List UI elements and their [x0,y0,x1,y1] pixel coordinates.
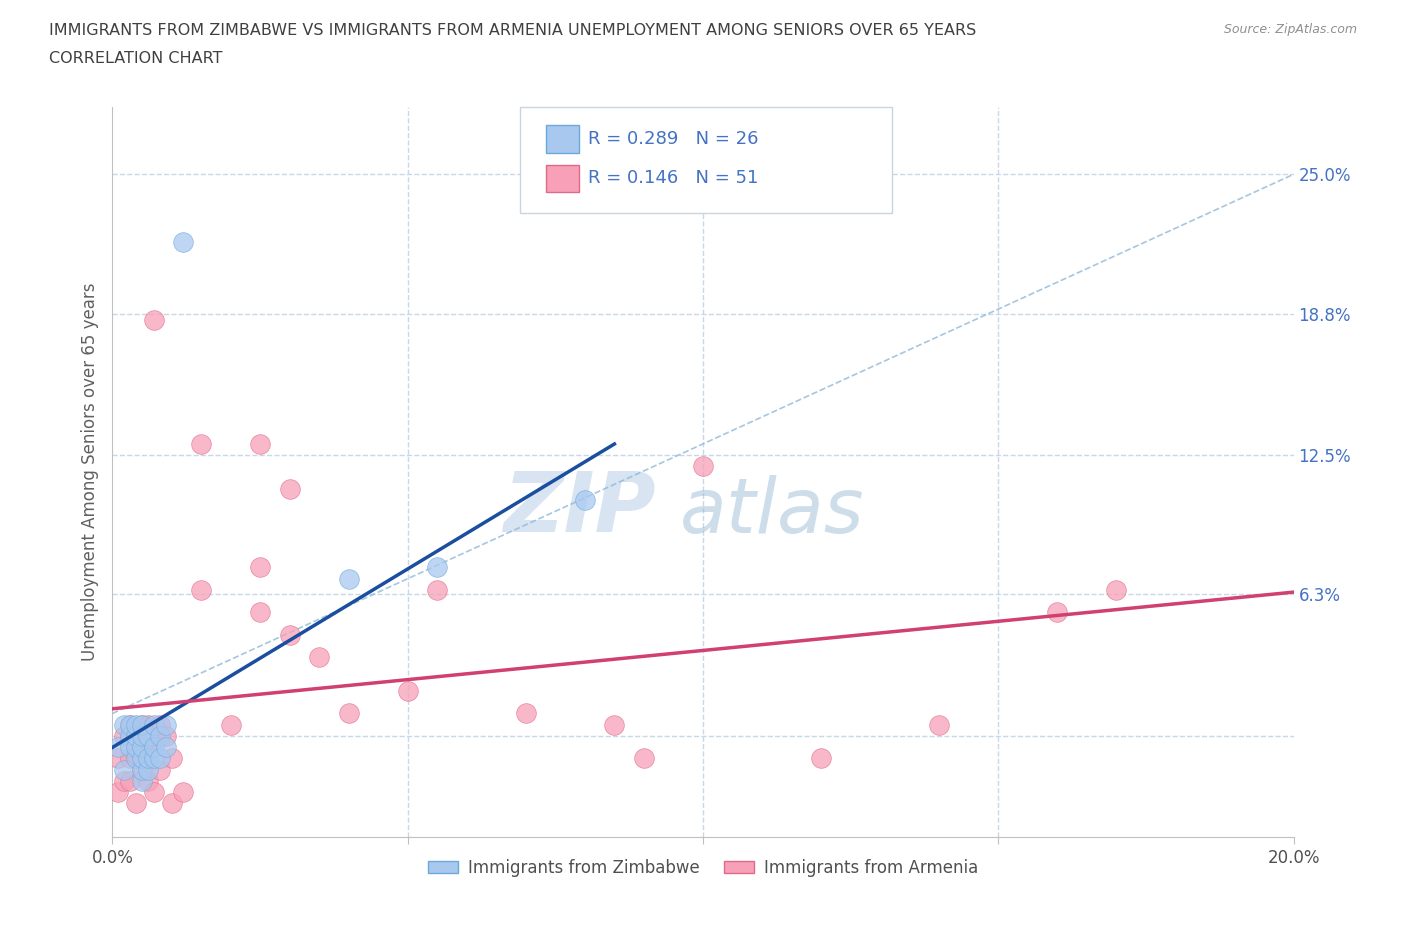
Point [136,728,159,743]
Point [928,717,950,732]
Point [136,751,159,765]
Point [574,493,596,508]
Text: R = 0.146   N = 51: R = 0.146 N = 51 [589,169,759,188]
Point [337,571,360,586]
Point [278,482,301,497]
Point [142,751,165,765]
Point [149,763,172,777]
Point [120,774,142,789]
Point [142,312,165,327]
Point [142,739,165,754]
Text: atlas: atlas [679,475,863,549]
Point [120,717,142,732]
Point [131,728,153,743]
Point [337,706,360,721]
Point [149,751,172,765]
Point [633,751,655,765]
Point [107,739,129,754]
Point [125,739,148,754]
Point [107,751,129,765]
Point [131,751,153,765]
Text: R = 0.289   N = 26: R = 0.289 N = 26 [589,130,759,148]
Point [120,717,142,732]
Point [249,436,271,451]
Point [810,751,832,765]
Point [136,774,159,789]
Bar [546,165,579,193]
Point [142,728,165,743]
Point [308,650,330,665]
Text: Source: ZipAtlas.com: Source: ZipAtlas.com [1223,23,1357,36]
Point [190,582,212,597]
Point [155,717,177,732]
Point [155,739,177,754]
Point [125,751,148,765]
Point [125,747,148,762]
Text: CORRELATION CHART: CORRELATION CHART [49,51,222,66]
Point [131,763,153,777]
Point [142,717,165,732]
Point [603,717,626,732]
Point [160,796,183,811]
Point [1105,582,1128,597]
Point [112,774,135,789]
Point [249,604,271,619]
Point [1046,604,1069,619]
Point [125,796,148,811]
Point [149,717,172,732]
Point [278,628,301,643]
Point [249,560,271,575]
Point [131,739,153,754]
Point [131,763,153,777]
Text: ZIP: ZIP [503,468,655,549]
Point [120,751,142,765]
Point [131,774,153,789]
Point [120,728,142,743]
Point [125,717,148,732]
Point [515,706,537,721]
Point [136,763,159,777]
Point [107,785,129,800]
Point [149,728,172,743]
Point [172,785,194,800]
Point [136,717,159,732]
Point [396,684,419,698]
Point [190,436,212,451]
Point [112,717,135,732]
Text: IMMIGRANTS FROM ZIMBABWE VS IMMIGRANTS FROM ARMENIA UNEMPLOYMENT AMONG SENIORS O: IMMIGRANTS FROM ZIMBABWE VS IMMIGRANTS F… [49,23,976,38]
Point [120,739,142,754]
Point [125,728,148,743]
Point [112,763,135,777]
Point [125,728,148,743]
Point [426,560,449,575]
Point [142,785,165,800]
Legend: Immigrants from Zimbabwe, Immigrants from Armenia: Immigrants from Zimbabwe, Immigrants fro… [420,852,986,883]
Point [131,717,153,732]
Point [136,739,159,754]
Point [160,751,183,765]
Y-axis label: Unemployment Among Seniors over 65 years: Unemployment Among Seniors over 65 years [80,283,98,661]
Point [172,234,194,249]
Bar [546,126,579,153]
Point [131,739,153,754]
Point [692,458,714,473]
Point [112,728,135,743]
Point [155,728,177,743]
Point [219,717,242,732]
FancyBboxPatch shape [520,107,891,213]
Point [426,582,449,597]
Point [131,717,153,732]
